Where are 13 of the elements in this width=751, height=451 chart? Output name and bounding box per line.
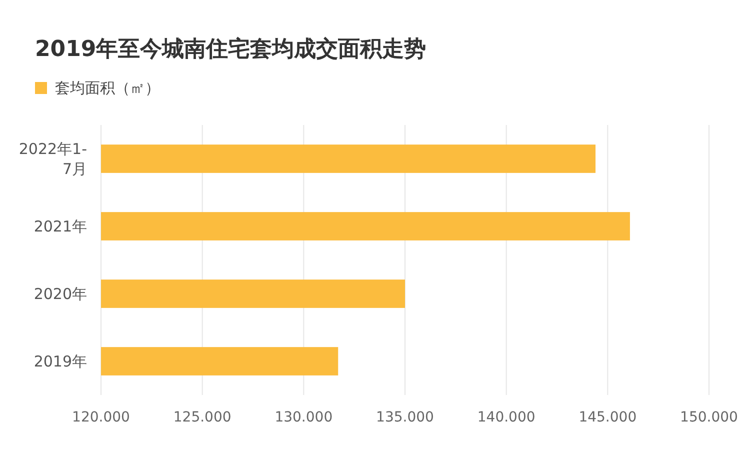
x-tick-label: 125.000 (173, 409, 232, 426)
y-tick-label: 2022年1-7月 (18, 140, 87, 178)
x-tick-label: 120.000 (72, 409, 130, 426)
x-tick-label: 145.000 (578, 409, 637, 426)
y-tick-label: 2019年 (34, 352, 87, 370)
legend-label: 套均面积（㎡） (55, 79, 160, 97)
chart-title: 2019年至今城南住宅套均成交面积走势 (35, 36, 426, 62)
y-tick-label: 2021年 (34, 217, 87, 236)
y-tick-label: 2020年 (34, 284, 87, 303)
x-tick-label: 130.000 (274, 409, 333, 426)
x-tick-label: 150.000 (680, 409, 738, 426)
x-tick-label: 135.000 (376, 409, 434, 426)
x-tick-label: 140.000 (477, 409, 536, 426)
